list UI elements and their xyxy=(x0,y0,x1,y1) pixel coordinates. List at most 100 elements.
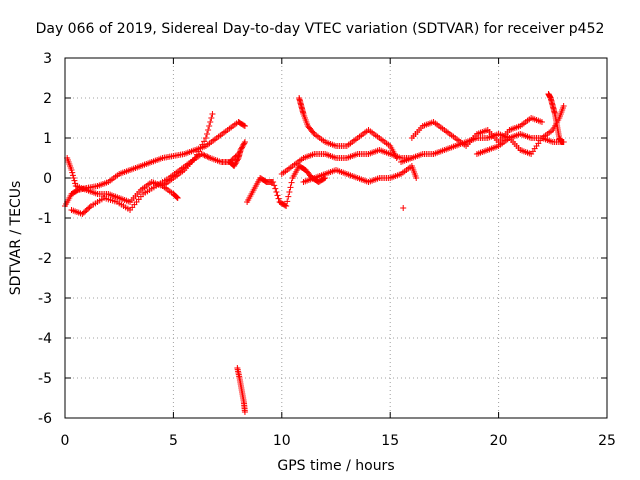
data-point-fill xyxy=(202,153,209,159)
series-11 xyxy=(408,115,545,149)
x-tick-label: 20 xyxy=(490,433,508,449)
data-point-fill xyxy=(238,145,245,152)
data-point-fill xyxy=(229,156,236,163)
data-point-fill xyxy=(233,157,240,164)
series-6 xyxy=(244,163,329,209)
y-tick-label: -1 xyxy=(38,211,52,227)
data-point xyxy=(241,409,248,415)
data-point xyxy=(79,211,86,217)
data-point xyxy=(68,167,75,173)
x-tick-label: 10 xyxy=(273,433,291,449)
data-point-fill xyxy=(231,161,238,168)
data-point xyxy=(538,119,545,125)
y-tick-label: -5 xyxy=(38,371,52,387)
series-14 xyxy=(400,205,407,211)
data-point-fill xyxy=(69,169,76,176)
y-axis-label: SDTVAR / TECUs xyxy=(8,181,24,296)
series-5 xyxy=(234,365,248,415)
data-point-fill xyxy=(204,153,211,160)
data-point-fill xyxy=(239,144,246,151)
grid xyxy=(65,58,607,418)
series-10 xyxy=(398,131,567,165)
data-point xyxy=(198,151,205,157)
series-2 xyxy=(64,155,181,205)
data-point-fill xyxy=(197,145,204,151)
x-tick-label: 5 xyxy=(169,433,178,449)
data-point-fill xyxy=(70,175,77,181)
data-point xyxy=(237,147,244,153)
data-point-fill xyxy=(71,177,78,184)
data-point-fill xyxy=(69,172,76,179)
data-point xyxy=(241,139,248,145)
data-point-fill xyxy=(285,193,292,200)
data-point xyxy=(241,123,248,129)
data-point-fill xyxy=(282,202,289,209)
data-point-fill xyxy=(207,119,214,125)
x-tick-label: 25 xyxy=(598,433,616,449)
data-point-fill xyxy=(205,154,212,161)
data-point-fill xyxy=(286,189,293,195)
data-point-fill xyxy=(233,159,240,165)
data-point-fill xyxy=(271,182,278,189)
data-point xyxy=(283,203,290,209)
data-point xyxy=(393,155,400,161)
data-point-fill xyxy=(72,180,79,187)
y-tick-label: 0 xyxy=(43,171,52,187)
data-point-fill xyxy=(204,131,211,137)
data-point xyxy=(413,175,420,181)
data-point-fill xyxy=(85,205,92,212)
data-point-fill xyxy=(273,189,280,195)
data-point xyxy=(400,205,407,211)
data-point-fill xyxy=(80,209,87,216)
data-point-fill xyxy=(193,151,200,158)
data-point-fill xyxy=(201,138,208,145)
x-tick-label: 0 xyxy=(61,433,70,449)
series-13 xyxy=(545,91,567,145)
data-points xyxy=(62,91,567,415)
data-point-fill xyxy=(201,152,208,159)
data-point xyxy=(209,111,216,117)
data-point-fill xyxy=(275,195,282,202)
y-tick-label: -4 xyxy=(38,331,52,347)
data-point-fill xyxy=(206,123,213,129)
data-point-fill xyxy=(239,143,246,149)
x-tick-label: 15 xyxy=(381,433,399,449)
series-9 xyxy=(300,163,420,185)
y-tick-label: -2 xyxy=(38,251,52,267)
data-point xyxy=(202,135,209,141)
data-point-fill xyxy=(241,140,248,147)
data-point-fill xyxy=(240,141,247,148)
series-3 xyxy=(159,111,216,189)
data-point-fill xyxy=(240,122,247,129)
data-point-fill xyxy=(82,208,89,215)
data-point-fill xyxy=(205,127,212,133)
series-8 xyxy=(296,95,400,161)
data-point-fill xyxy=(200,151,207,158)
data-point xyxy=(270,179,277,185)
series-0 xyxy=(62,119,248,209)
data-point-fill xyxy=(195,148,202,155)
data-point-fill xyxy=(73,187,80,194)
data-point-fill xyxy=(272,185,279,192)
data-point-fill xyxy=(284,198,291,205)
y-tick-label: 1 xyxy=(43,131,52,147)
data-point-fill xyxy=(274,192,281,199)
data-point-fill xyxy=(232,160,239,167)
data-point-fill xyxy=(86,204,93,211)
data-point-fill xyxy=(208,115,215,121)
x-axis-label: GPS time / hours xyxy=(277,458,394,474)
series-4 xyxy=(226,139,248,169)
data-point-fill xyxy=(199,141,206,148)
y-tick-label: -6 xyxy=(38,411,52,427)
y-tick-label: -3 xyxy=(38,291,52,307)
data-point-fill xyxy=(234,156,241,163)
data-point-fill xyxy=(83,207,90,213)
data-point-fill xyxy=(288,179,295,186)
chart-title: Day 066 of 2019, Sidereal Day-to-day VTE… xyxy=(36,21,605,37)
data-point xyxy=(231,163,238,169)
y-tick-label: 3 xyxy=(43,51,52,67)
plot-frame xyxy=(64,57,608,419)
data-point xyxy=(560,103,567,109)
